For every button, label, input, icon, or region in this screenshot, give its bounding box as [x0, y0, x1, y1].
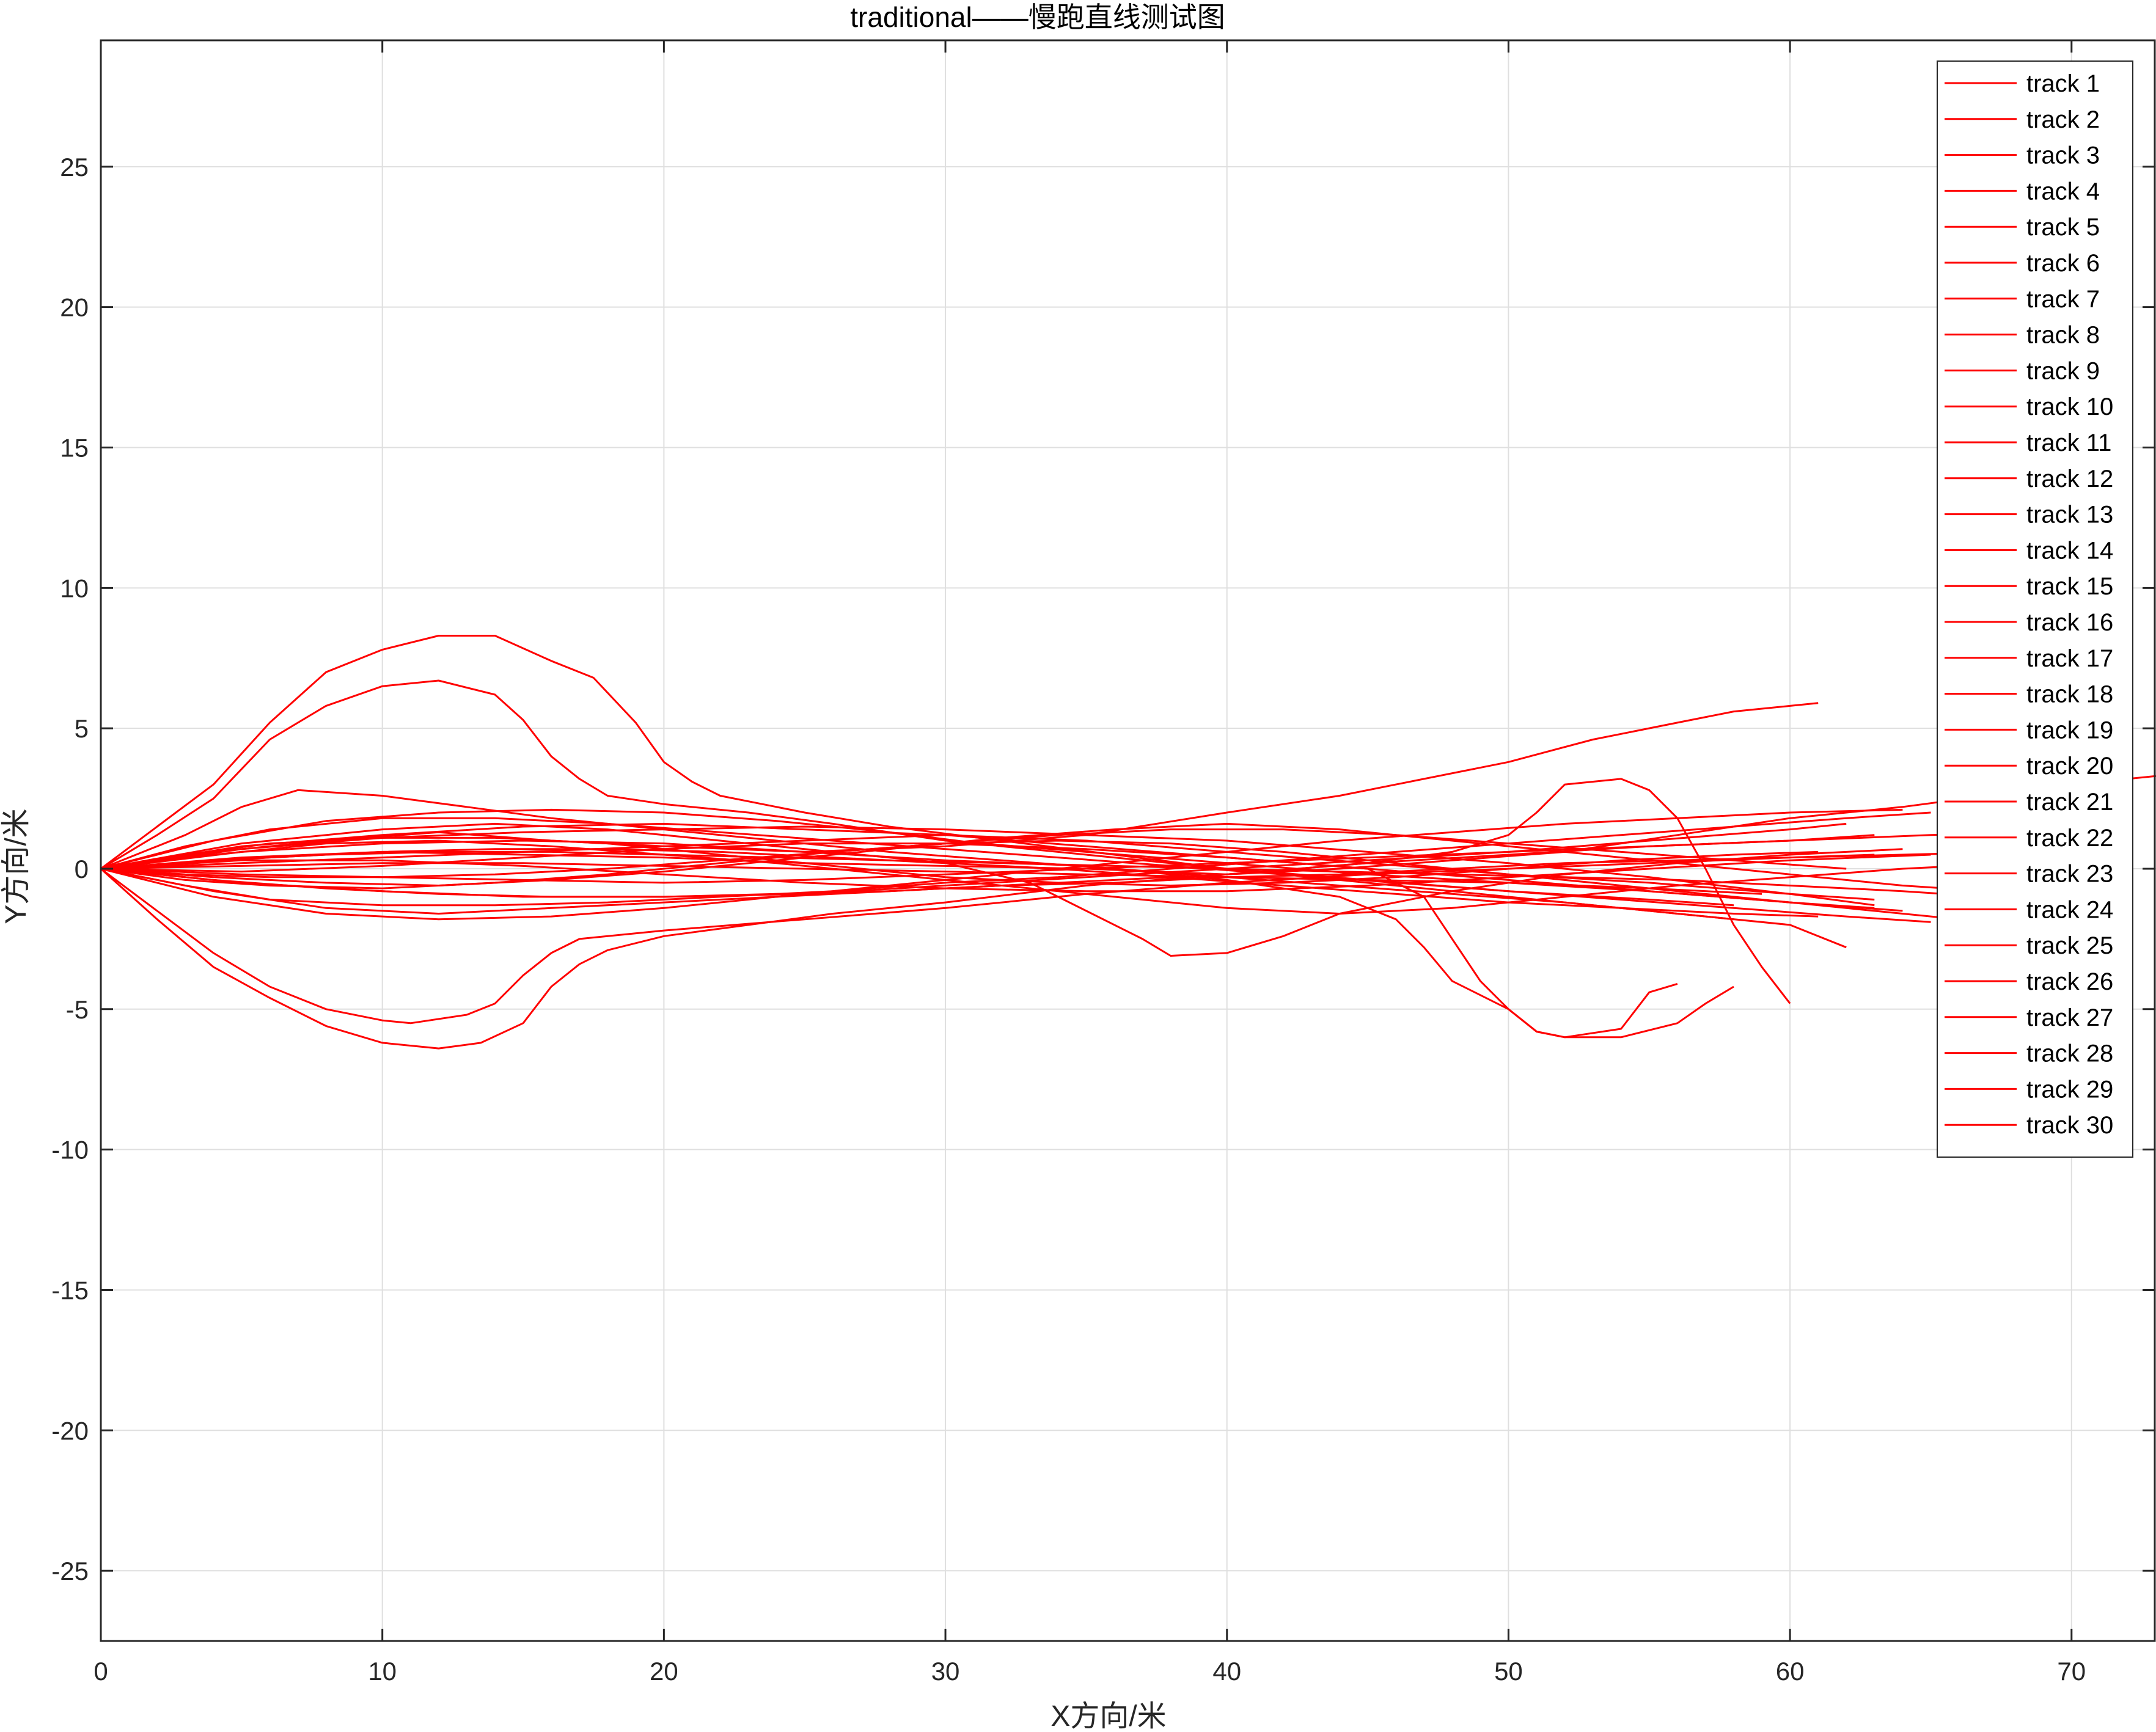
y-tick-label: 0 — [75, 855, 89, 883]
legend-items: track 1 track 2 track 3 track 4 track 5 track… — [1945, 70, 2113, 1139]
series-line-track-6 — [100, 839, 1678, 1039]
legend-label: track 18 — [2026, 681, 2113, 708]
legend-label: track 9 — [2026, 357, 2100, 384]
legend-label: track 25 — [2026, 932, 2113, 959]
y-tick-label: -5 — [66, 995, 89, 1024]
x-tick-label: 50 — [1494, 1657, 1523, 1686]
legend-label: track 8 — [2026, 322, 2100, 349]
legend-label: track 23 — [2026, 861, 2113, 888]
legend-label: track 12 — [2026, 466, 2113, 492]
legend-label: track 30 — [2026, 1112, 2113, 1139]
series-line-track-3 — [100, 834, 1875, 1050]
x-tick-label: 10 — [368, 1657, 397, 1686]
x-tick-label: 60 — [1776, 1657, 1805, 1686]
legend-box — [1937, 60, 2133, 1158]
y-tick-label: 20 — [60, 293, 89, 322]
legend-label: track 1 — [2026, 70, 2100, 97]
legend-label: track 26 — [2026, 968, 2113, 995]
legend-label: track 22 — [2026, 825, 2113, 852]
y-tick-label: 15 — [60, 433, 89, 462]
y-axis-label: Y方向/米 — [0, 808, 32, 924]
series-layer — [100, 635, 2156, 1050]
legend-label: track 21 — [2026, 789, 2113, 816]
x-tick-label: 70 — [2057, 1657, 2086, 1686]
legend-label: track 19 — [2026, 717, 2113, 744]
legend-label: track 3 — [2026, 142, 2100, 169]
y-tick-label: -20 — [51, 1416, 89, 1445]
y-tick-label: -10 — [51, 1136, 89, 1164]
legend-label: track 13 — [2026, 502, 2113, 528]
y-tick-label: -15 — [51, 1276, 89, 1304]
legend-label: track 20 — [2026, 753, 2113, 780]
ticks: 0 10 20 30 40 50 60 70 -25 -20 -15 -10 -5 0 5 10 15 20 25 — [51, 40, 2155, 1686]
series-line-track-25 — [100, 808, 1903, 921]
series-line-track-22 — [100, 825, 1875, 907]
plot-area: 0 10 20 30 40 50 60 70 -25 -20 -15 -10 -5 0 5 10 15 20 25 — [51, 39, 2156, 1686]
axes-box — [100, 39, 2156, 1642]
series-line-track-20 — [100, 848, 1819, 918]
series-line-track-13 — [100, 817, 1931, 923]
series-line-track-17 — [100, 831, 2044, 884]
y-tick-label: 5 — [75, 714, 89, 743]
series-line-track-24 — [100, 808, 1734, 921]
legend-label: track 11 — [2026, 429, 2111, 456]
x-tick-label: 0 — [94, 1657, 108, 1686]
x-tick-label: 20 — [650, 1657, 678, 1686]
series-line-track-7 — [100, 778, 1791, 1004]
chart-title: traditional——慢跑直线测试图 — [850, 1, 1225, 33]
legend-label: track 24 — [2026, 896, 2113, 923]
series-line-track-26 — [100, 853, 1931, 893]
series-line-track-29 — [100, 839, 1959, 921]
y-tick-label: 10 — [60, 574, 89, 602]
y-tick-label: -25 — [51, 1557, 89, 1585]
legend-label: track 2 — [2026, 106, 2100, 133]
legend: track 1 track 2 track 3 track 4 track 5 track… — [1937, 60, 2133, 1158]
legend-label: track 7 — [2026, 286, 2100, 313]
y-tick-label: 25 — [60, 153, 89, 181]
series-line-track-4 — [100, 853, 1875, 1025]
legend-label: track 27 — [2026, 1004, 2113, 1031]
legend-label: track 28 — [2026, 1040, 2113, 1067]
legend-label: track 17 — [2026, 645, 2113, 672]
x-axis-label: X方向/米 — [1050, 1700, 1166, 1732]
legend-label: track 5 — [2026, 214, 2100, 241]
series-line-track-30 — [100, 862, 1875, 909]
legend-label: track 6 — [2026, 250, 2100, 277]
series-line-track-11 — [100, 850, 1987, 898]
x-tick-label: 30 — [931, 1657, 960, 1686]
series-line-track-28 — [100, 836, 1819, 886]
legend-label: track 15 — [2026, 573, 2113, 600]
legend-label: track 29 — [2026, 1076, 2113, 1103]
legend-label: track 14 — [2026, 537, 2113, 564]
legend-label: track 10 — [2026, 393, 2113, 420]
x-tick-label: 40 — [1212, 1657, 1241, 1686]
series-line-track-8 — [100, 702, 1819, 870]
legend-label: track 4 — [2026, 178, 2100, 205]
legend-label: track 16 — [2026, 609, 2113, 636]
